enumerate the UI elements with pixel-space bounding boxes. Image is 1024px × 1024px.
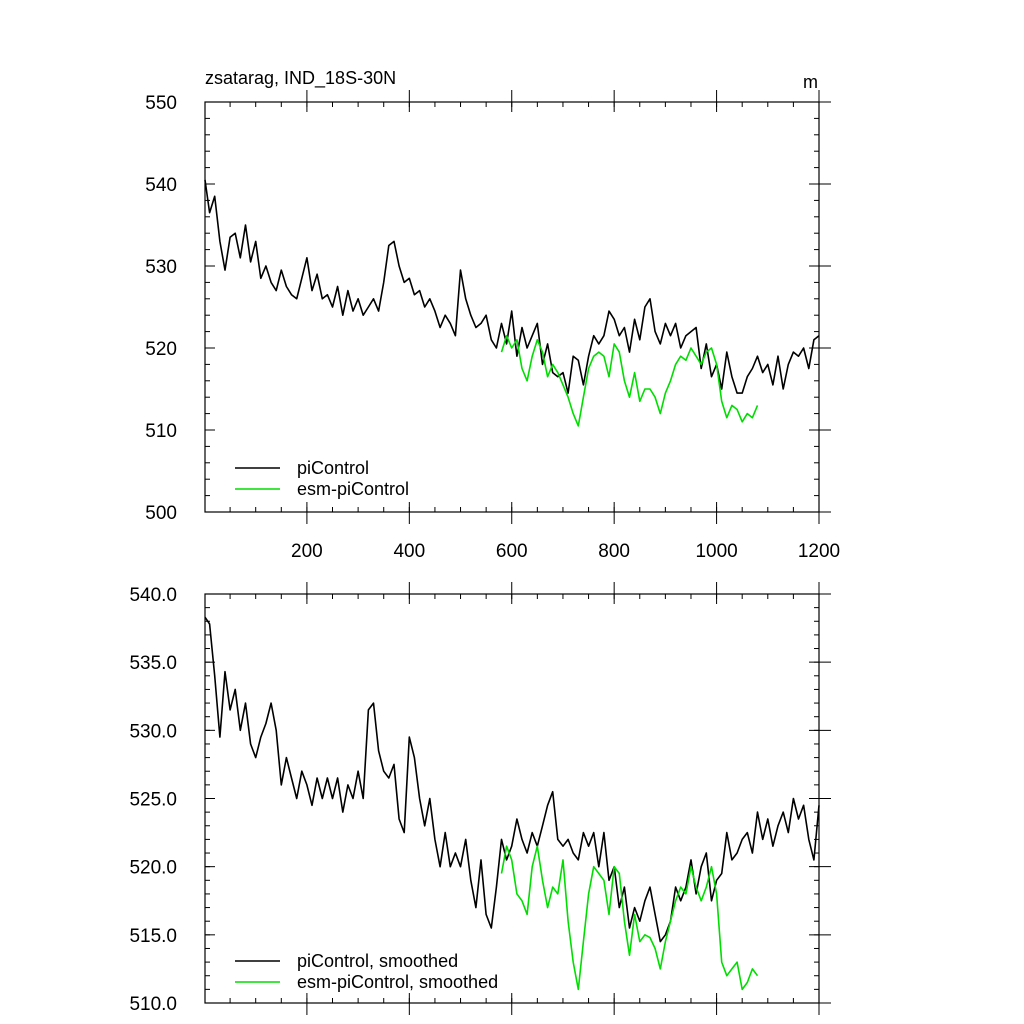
series-line-picontrol-smoothed — [204, 616, 820, 943]
y-tick-label: 540.0 — [129, 585, 177, 606]
plot-frame — [204, 101, 820, 513]
series-line-picontrol — [204, 179, 820, 394]
bottom-panel: 510.0 515.0 520.0 525.0 530.0 535.0 540.0 piCon… — [129, 582, 831, 1015]
x-tick-label: 1000 — [695, 541, 737, 562]
x-tick-label: 800 — [598, 541, 630, 562]
y-tick-label: 500 — [145, 503, 177, 524]
y-tick-label: 530 — [145, 257, 177, 278]
legend-label: esm-piControl, smoothed — [297, 972, 498, 992]
y-tick-label: 520.0 — [129, 858, 177, 879]
y-tick-label: 530.0 — [129, 721, 177, 742]
series-line-esm-picontrol-smoothed — [500, 845, 759, 991]
y-tick-label: 540 — [145, 175, 177, 196]
y-tick-label: 510.0 — [129, 994, 177, 1015]
y-tick-label: 525.0 — [129, 790, 177, 811]
x-tick-label: 200 — [291, 541, 323, 562]
chart-title: zsatarag, IND_18S-30N — [205, 68, 396, 89]
y-tick-label: 515.0 — [129, 926, 177, 947]
x-tick-label: 400 — [393, 541, 425, 562]
y-tick-label: 535.0 — [129, 653, 177, 674]
chart-units: m — [803, 72, 818, 92]
y-tick-label: 510 — [145, 421, 177, 442]
legend-label: piControl — [297, 458, 369, 478]
legend-label: esm-piControl — [297, 479, 409, 499]
legend-label: piControl, smoothed — [297, 951, 458, 971]
y-tick-label: 550 — [145, 93, 177, 114]
top-panel: zsatarag, IND_18S-30N m 200 400 600 800 1000… — [145, 68, 840, 562]
x-tick-label: 600 — [496, 541, 528, 562]
x-tick-label: 1200 — [798, 541, 840, 562]
series-line-esm-picontrol — [500, 334, 759, 427]
y-tick-label: 520 — [145, 339, 177, 360]
